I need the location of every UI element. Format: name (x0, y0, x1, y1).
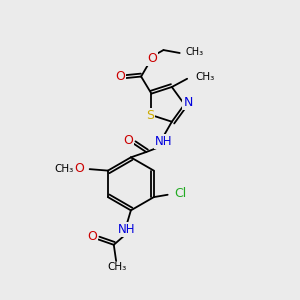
Text: O: O (123, 134, 133, 147)
Text: O: O (74, 162, 84, 175)
Text: N: N (183, 96, 193, 110)
Text: CH₃: CH₃ (186, 47, 204, 57)
Text: NH: NH (118, 223, 136, 236)
Text: NH: NH (155, 135, 172, 148)
Text: O: O (115, 70, 125, 83)
Text: O: O (87, 230, 97, 243)
Text: Cl: Cl (174, 187, 187, 200)
Text: O: O (147, 52, 157, 65)
Text: S: S (146, 110, 154, 122)
Text: CH₃: CH₃ (54, 164, 74, 173)
Text: CH₃: CH₃ (107, 262, 126, 272)
Text: CH₃: CH₃ (195, 72, 214, 82)
